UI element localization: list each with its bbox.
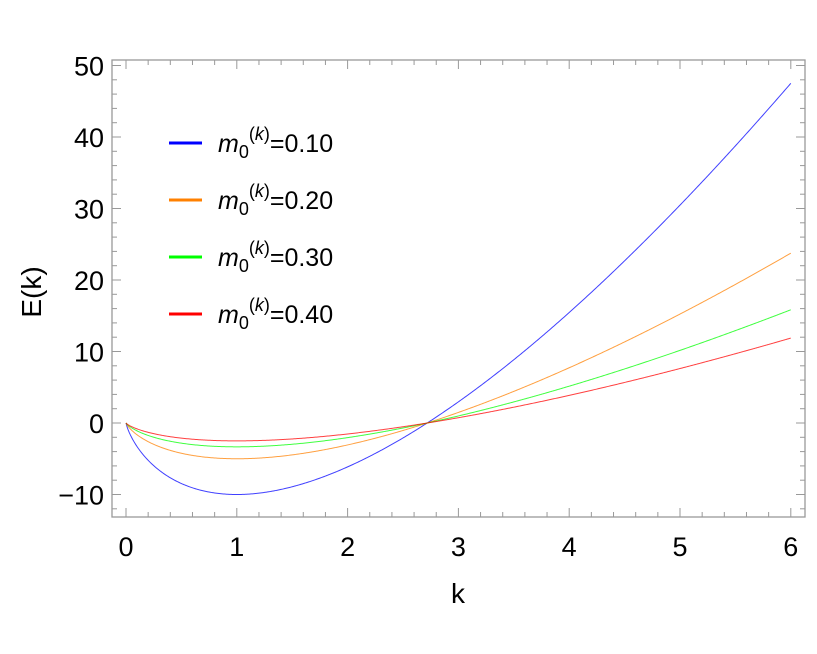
x-tick-label: 3 [451,532,466,562]
y-tick-label: 50 [74,52,104,82]
legend-item: m0(k)=0.20 [169,181,333,219]
x-tick-label: 6 [783,532,798,562]
legend: m0(k)=0.10 m0(k)=0.20 m0(k)=0.30 m0(k)=0.40 [169,124,333,333]
series-line [125,252,792,460]
legend-label: m0(k)=0.20 [218,181,333,219]
x-tick-label: 2 [340,532,355,562]
legend-label: m0(k)=0.40 [218,295,333,333]
x-axis-label: k [451,578,466,609]
y-axis-label: E(k) [16,266,47,317]
plot-border [111,59,806,518]
legend-label: m0(k)=0.10 [218,124,333,162]
y-tick-label: 40 [74,123,104,153]
legend-item: m0(k)=0.10 [169,124,333,162]
y-tick-label: −10 [58,481,104,511]
y-tick-label: 20 [74,266,104,296]
legend-label: m0(k)=0.30 [218,238,333,276]
legend-item: m0(k)=0.30 [169,238,333,276]
series-line [125,309,791,448]
y-tick-label: 30 [74,195,104,225]
x-tick-label: 1 [229,532,244,562]
data-curves [125,83,792,495]
x-tick-label: 5 [672,532,687,562]
y-tick-label: 0 [89,409,104,439]
y-tick-label: 10 [74,338,104,368]
series-line [125,83,792,495]
x-tick-label: 4 [562,532,577,562]
plot-frame [111,59,806,518]
x-tick-label: 0 [118,532,133,562]
legend-item: m0(k)=0.40 [169,295,333,333]
axis-ticks: 0 1 2 3 4 5 6 −10 0 10 20 30 40 50 [58,52,805,562]
series-line [125,337,791,442]
